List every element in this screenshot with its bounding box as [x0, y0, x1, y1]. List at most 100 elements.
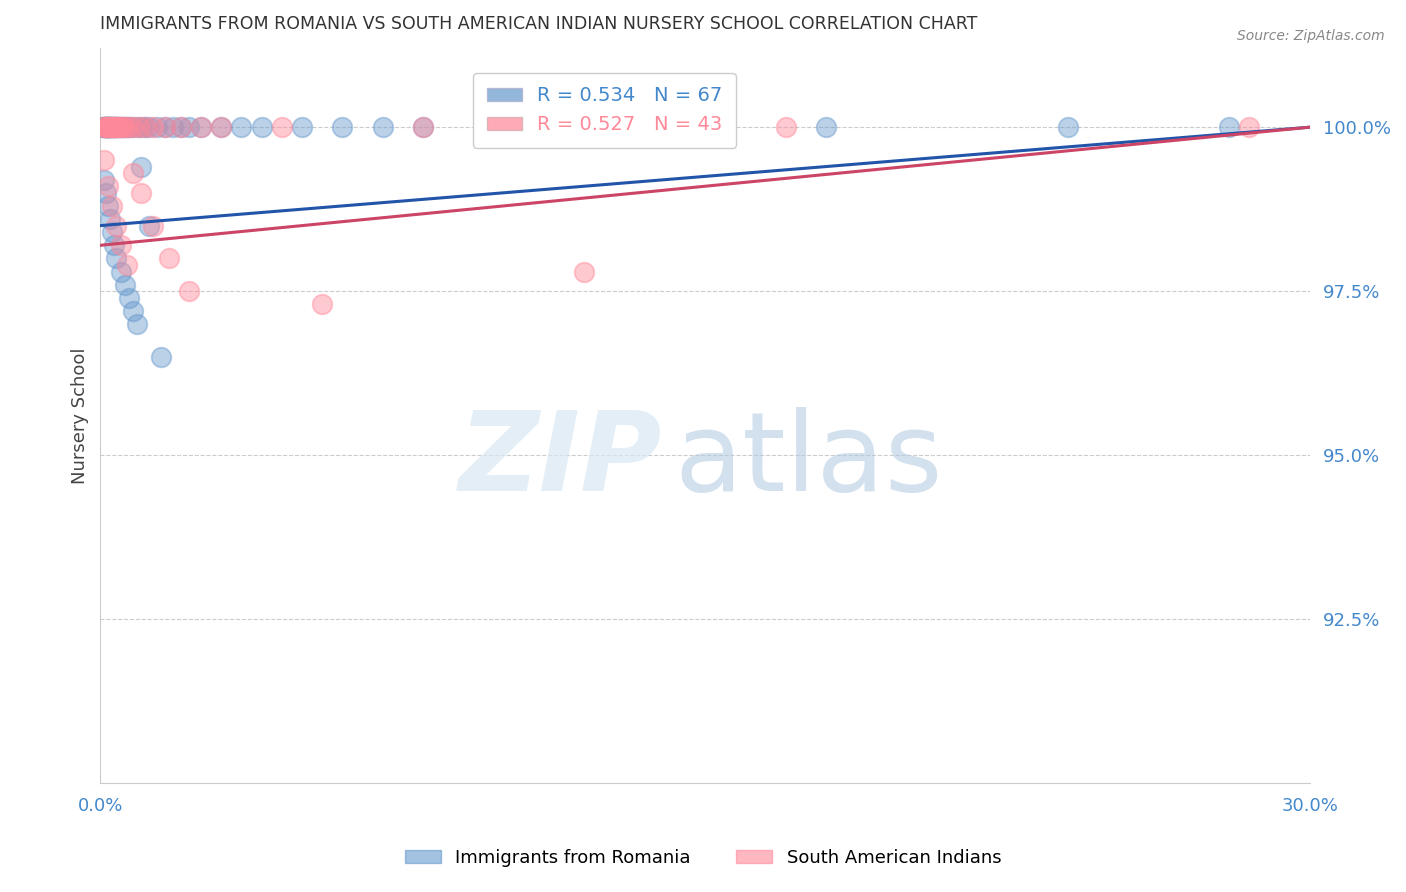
Point [775, 120, 797, 135]
Point [98, 120, 121, 135]
Point [111, 120, 134, 135]
Point [98, 120, 121, 135]
Point [97, 179, 120, 194]
Point [1057, 120, 1080, 135]
Point [572, 264, 595, 278]
Point [115, 120, 138, 135]
Point [170, 120, 193, 135]
Point [100, 120, 122, 135]
Point [128, 120, 150, 135]
Point [371, 120, 394, 135]
Point [1239, 120, 1261, 135]
Point [117, 291, 139, 305]
Point [94, 120, 117, 135]
Point [100, 120, 122, 135]
Point [103, 120, 125, 135]
Point [209, 120, 232, 135]
Legend: Immigrants from Romania, South American Indians: Immigrants from Romania, South American … [398, 842, 1008, 874]
Point [157, 252, 180, 266]
Point [146, 120, 169, 135]
Point [97, 120, 120, 135]
Point [121, 120, 143, 135]
Point [100, 120, 122, 135]
Point [93, 153, 115, 167]
Point [138, 219, 160, 233]
Point [250, 120, 273, 135]
Text: ZIP: ZIP [460, 407, 662, 514]
Point [153, 120, 176, 135]
Point [291, 120, 314, 135]
Point [94, 120, 117, 135]
Point [93, 120, 115, 135]
Point [129, 120, 152, 135]
Point [110, 264, 132, 278]
Point [103, 238, 125, 252]
Point [117, 120, 139, 135]
Point [104, 120, 127, 135]
Point [107, 120, 129, 135]
Point [125, 317, 148, 331]
Point [110, 120, 132, 135]
Point [97, 120, 120, 135]
Point [94, 120, 117, 135]
Point [101, 120, 124, 135]
Point [96, 120, 118, 135]
Point [101, 120, 124, 135]
Legend: R = 0.534   N = 67, R = 0.527   N = 43: R = 0.534 N = 67, R = 0.527 N = 43 [472, 73, 735, 148]
Point [101, 225, 124, 239]
Point [98, 120, 121, 135]
Point [330, 120, 353, 135]
Point [311, 297, 333, 311]
Point [115, 258, 138, 272]
Point [103, 120, 125, 135]
Point [142, 219, 165, 233]
Y-axis label: Nursery School: Nursery School [72, 348, 89, 484]
Point [209, 120, 232, 135]
Point [105, 120, 128, 135]
Point [105, 120, 128, 135]
Point [97, 120, 120, 135]
Point [153, 120, 176, 135]
Point [162, 120, 184, 135]
Point [114, 277, 136, 292]
Point [93, 172, 115, 186]
Point [129, 160, 152, 174]
Point [134, 120, 156, 135]
Point [105, 252, 128, 266]
Point [100, 120, 122, 135]
Point [110, 238, 132, 252]
Point [412, 120, 434, 135]
Point [103, 120, 125, 135]
Point [1218, 120, 1240, 135]
Text: Source: ZipAtlas.com: Source: ZipAtlas.com [1237, 29, 1385, 43]
Point [270, 120, 292, 135]
Point [108, 120, 131, 135]
Point [114, 120, 136, 135]
Point [814, 120, 837, 135]
Point [129, 186, 152, 200]
Point [121, 166, 143, 180]
Point [114, 120, 136, 135]
Point [96, 120, 118, 135]
Text: atlas: atlas [675, 407, 943, 514]
Point [96, 120, 118, 135]
Point [412, 120, 434, 135]
Point [97, 120, 120, 135]
Point [121, 120, 143, 135]
Point [105, 120, 128, 135]
Point [149, 350, 172, 364]
Point [97, 120, 120, 135]
Point [93, 120, 115, 135]
Point [96, 186, 118, 200]
Point [142, 120, 165, 135]
Point [105, 219, 128, 233]
Point [170, 120, 193, 135]
Point [654, 120, 676, 135]
Point [125, 120, 148, 135]
Point [110, 120, 132, 135]
Point [93, 120, 115, 135]
Point [111, 120, 134, 135]
Point [103, 120, 125, 135]
Point [101, 199, 124, 213]
Point [96, 120, 118, 135]
